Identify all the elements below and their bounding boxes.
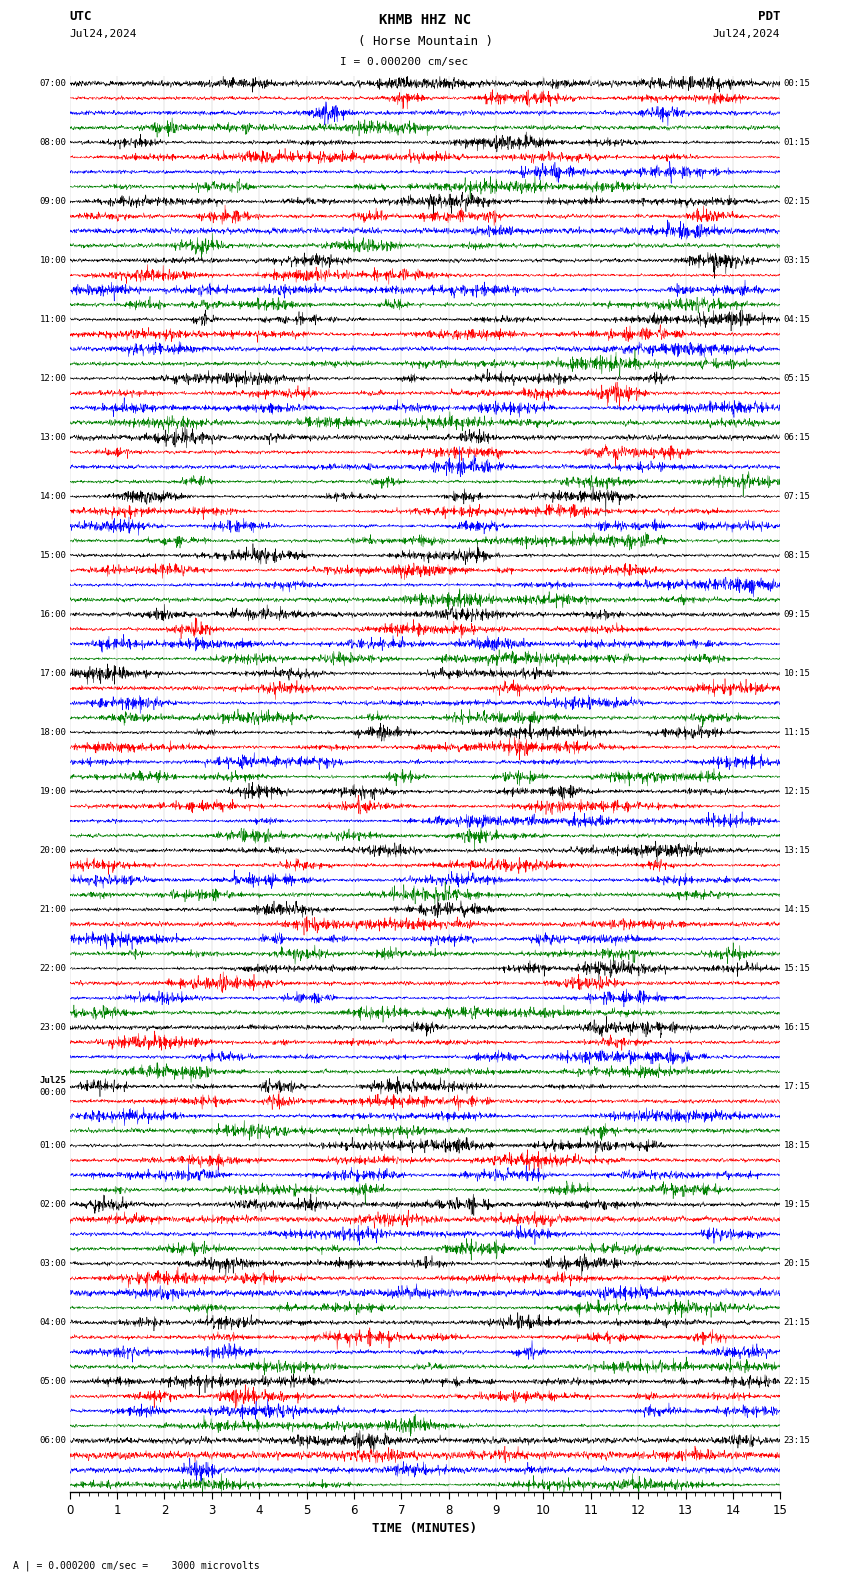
- Text: 03:15: 03:15: [784, 257, 811, 265]
- Text: 09:00: 09:00: [39, 196, 66, 206]
- Text: I = 0.000200 cm/sec: I = 0.000200 cm/sec: [340, 57, 468, 67]
- Text: Jul24,2024: Jul24,2024: [713, 29, 780, 38]
- Text: 14:15: 14:15: [784, 904, 811, 914]
- Text: 14:00: 14:00: [39, 493, 66, 501]
- Text: 06:15: 06:15: [784, 432, 811, 442]
- Text: 03:00: 03:00: [39, 1259, 66, 1267]
- Text: 05:15: 05:15: [784, 374, 811, 383]
- Text: 04:00: 04:00: [39, 1318, 66, 1327]
- Text: 13:15: 13:15: [784, 846, 811, 855]
- Text: 12:15: 12:15: [784, 787, 811, 795]
- Text: 09:15: 09:15: [784, 610, 811, 619]
- Text: 21:15: 21:15: [784, 1318, 811, 1327]
- Text: 06:00: 06:00: [39, 1437, 66, 1445]
- Text: 23:15: 23:15: [784, 1437, 811, 1445]
- Text: KHMB HHZ NC: KHMB HHZ NC: [379, 13, 471, 27]
- Text: 08:00: 08:00: [39, 138, 66, 147]
- Text: 01:00: 01:00: [39, 1140, 66, 1150]
- Text: A | = 0.000200 cm/sec =    3000 microvolts: A | = 0.000200 cm/sec = 3000 microvolts: [13, 1560, 259, 1571]
- Text: 04:15: 04:15: [784, 315, 811, 323]
- Text: Jul25: Jul25: [39, 1076, 66, 1085]
- Text: PDT: PDT: [758, 10, 780, 22]
- Text: 05:00: 05:00: [39, 1376, 66, 1386]
- Text: 20:15: 20:15: [784, 1259, 811, 1267]
- Text: 11:15: 11:15: [784, 729, 811, 737]
- Text: 15:00: 15:00: [39, 551, 66, 559]
- Text: 07:00: 07:00: [39, 79, 66, 87]
- Text: 18:15: 18:15: [784, 1140, 811, 1150]
- Text: 19:15: 19:15: [784, 1201, 811, 1209]
- Text: 00:15: 00:15: [784, 79, 811, 87]
- Text: 01:15: 01:15: [784, 138, 811, 147]
- Text: 15:15: 15:15: [784, 965, 811, 973]
- Text: 18:00: 18:00: [39, 729, 66, 737]
- Text: 16:15: 16:15: [784, 1023, 811, 1031]
- Text: 17:00: 17:00: [39, 668, 66, 678]
- Text: ( Horse Mountain ): ( Horse Mountain ): [358, 35, 492, 48]
- Text: 11:00: 11:00: [39, 315, 66, 323]
- Text: 00:00: 00:00: [39, 1088, 66, 1098]
- Text: 22:00: 22:00: [39, 965, 66, 973]
- Text: 20:00: 20:00: [39, 846, 66, 855]
- Text: 07:15: 07:15: [784, 493, 811, 501]
- Text: 16:00: 16:00: [39, 610, 66, 619]
- Text: 19:00: 19:00: [39, 787, 66, 795]
- Text: 12:00: 12:00: [39, 374, 66, 383]
- Text: 13:00: 13:00: [39, 432, 66, 442]
- Text: 23:00: 23:00: [39, 1023, 66, 1031]
- Text: 10:00: 10:00: [39, 257, 66, 265]
- Text: Jul24,2024: Jul24,2024: [70, 29, 137, 38]
- Text: 21:00: 21:00: [39, 904, 66, 914]
- Text: 22:15: 22:15: [784, 1376, 811, 1386]
- Text: 10:15: 10:15: [784, 668, 811, 678]
- Text: 02:00: 02:00: [39, 1201, 66, 1209]
- Text: 08:15: 08:15: [784, 551, 811, 559]
- X-axis label: TIME (MINUTES): TIME (MINUTES): [372, 1522, 478, 1535]
- Text: UTC: UTC: [70, 10, 92, 22]
- Text: 02:15: 02:15: [784, 196, 811, 206]
- Text: 17:15: 17:15: [784, 1082, 811, 1091]
